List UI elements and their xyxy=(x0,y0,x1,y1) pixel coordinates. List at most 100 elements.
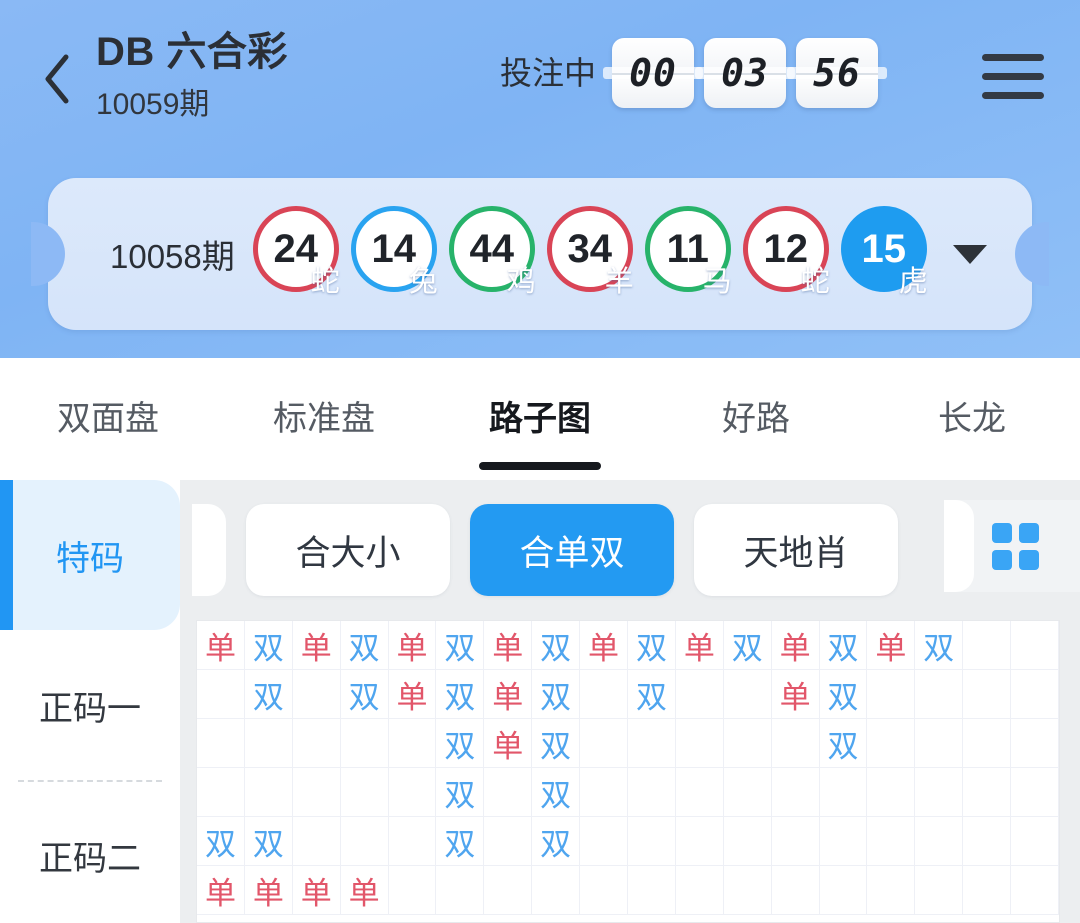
sidebar-item-label: 正码二 xyxy=(39,839,141,878)
road-cell-marked: 双 xyxy=(436,768,485,817)
road-cell-empty xyxy=(1011,621,1059,670)
road-cell-empty xyxy=(963,719,1012,768)
road-cell-empty xyxy=(819,866,868,915)
road-cell-empty xyxy=(244,719,293,768)
grid-cell-1 xyxy=(991,522,1012,543)
ball-zodiac-label: 兔 xyxy=(408,266,438,298)
draw-balls-list: 24 蛇 14 兔 44 鸡 34 羊 11 马 12 蛇 15 虎 xyxy=(252,206,939,302)
road-cell-empty xyxy=(915,768,964,817)
grid-2x2-icon[interactable] xyxy=(991,522,1039,570)
road-cell-empty xyxy=(292,817,341,866)
ball-zodiac-label: 马 xyxy=(702,266,732,298)
countdown-seconds-value: 56 xyxy=(813,51,861,95)
road-cell-empty xyxy=(723,866,772,915)
road-cell-marked: 双 xyxy=(197,817,245,866)
road-cell-empty xyxy=(580,670,628,719)
sidebar-item-label: 特码 xyxy=(56,539,124,578)
road-cell-marked: 双 xyxy=(436,670,485,719)
road-cell-marked: 单 xyxy=(292,866,341,915)
road-cell-empty xyxy=(1011,817,1059,866)
road-cell-marked: 单 xyxy=(340,866,389,915)
road-cell-marked: 单 xyxy=(197,621,245,670)
ball-number: 34 xyxy=(546,206,633,292)
sidebar-item-1[interactable]: 正码一 xyxy=(0,630,180,780)
road-cell-empty xyxy=(1011,719,1059,768)
road-cell-marked: 双 xyxy=(244,670,293,719)
road-cell-empty xyxy=(771,719,820,768)
caret-down-icon[interactable] xyxy=(952,244,987,264)
ball-number: 14 xyxy=(350,206,437,292)
road-cell-marked: 双 xyxy=(723,621,772,670)
road-cell-marked: 单 xyxy=(675,621,724,670)
road-cell-empty xyxy=(580,817,628,866)
hamburger-menu-icon[interactable] xyxy=(974,44,1052,108)
filter-chip-row: 合大小 合单双 天地肖 xyxy=(180,500,1080,600)
sidebar-item-2[interactable]: 正码二 xyxy=(0,780,180,923)
road-cell-empty xyxy=(580,866,628,915)
road-cell-marked: 双 xyxy=(340,670,389,719)
road-cell-empty xyxy=(723,719,772,768)
road-cell-empty xyxy=(867,719,916,768)
filter-chip-2[interactable]: 天地肖 xyxy=(694,504,898,596)
tab-2[interactable]: 路子图 xyxy=(432,358,648,480)
road-cell-marked: 双 xyxy=(244,817,293,866)
countdown-minutes-card: 03 xyxy=(695,38,796,108)
road-cell-marked: 单 xyxy=(484,621,533,670)
road-cell-empty xyxy=(867,670,916,719)
filter-chip-0[interactable]: 合大小 xyxy=(246,504,450,596)
draw-ball: 12 蛇 xyxy=(742,206,841,302)
road-cell-marked: 双 xyxy=(532,719,581,768)
road-cell-marked: 双 xyxy=(628,621,676,670)
road-cell-marked: 双 xyxy=(819,719,868,768)
road-cell-marked: 双 xyxy=(532,817,581,866)
road-cell-empty xyxy=(675,768,724,817)
menu-bar-bottom xyxy=(982,91,1044,99)
road-cell-empty xyxy=(388,768,437,817)
road-cell-empty xyxy=(723,817,772,866)
road-cell-marked: 双 xyxy=(819,670,868,719)
last-draw-result-panel[interactable]: 10058期 24 蛇 14 兔 44 鸡 34 羊 11 马 12 蛇 15 虎 xyxy=(31,178,1049,330)
road-cell-marked: 双 xyxy=(340,621,389,670)
tab-1[interactable]: 标准盘 xyxy=(273,400,375,438)
ball-zodiac-label: 鸡 xyxy=(506,266,536,298)
grid-cell-4 xyxy=(1018,549,1039,570)
road-cell-empty xyxy=(628,866,676,915)
header-top-row: DB 六合彩 10059期 投注中 00 03 56 xyxy=(0,0,1080,160)
draw-ball: 34 羊 xyxy=(546,206,645,302)
road-cell-marked: 双 xyxy=(628,670,676,719)
ball-number: 24 xyxy=(252,206,339,292)
road-cell-empty xyxy=(388,866,437,915)
road-cell-empty xyxy=(867,866,916,915)
road-cell-empty xyxy=(1011,866,1059,915)
road-cell-empty xyxy=(771,866,820,915)
road-cell-empty xyxy=(628,817,676,866)
road-cell-empty xyxy=(388,817,437,866)
road-cell-empty xyxy=(1011,670,1059,719)
draw-ball: 14 兔 xyxy=(350,206,449,302)
road-cell-empty xyxy=(915,719,964,768)
tab-3[interactable]: 好路 xyxy=(722,400,790,438)
sidebar-item-0[interactable]: 特码 xyxy=(0,480,180,630)
road-map-grid: 单双单双单双单双单双单双单双单双双双单双单双双单双双单双双双双双双双双单单单单 xyxy=(196,620,1060,923)
road-cell-marked: 单 xyxy=(771,621,820,670)
tab-4[interactable]: 长龙 xyxy=(938,400,1006,438)
back-button[interactable] xyxy=(40,52,74,106)
draw-ball: 11 马 xyxy=(644,206,743,302)
road-cell-empty xyxy=(484,817,533,866)
road-cell-empty xyxy=(292,719,341,768)
tab-0[interactable]: 双面盘 xyxy=(57,400,159,438)
road-cell-empty xyxy=(915,817,964,866)
countdown-hours-card: 00 xyxy=(603,38,704,108)
road-cell-empty xyxy=(292,670,341,719)
road-cell-marked: 单 xyxy=(388,670,437,719)
ball-number: 15 xyxy=(840,206,927,292)
filter-chip-1[interactable]: 合单双 xyxy=(470,504,674,596)
draw-ball: 15 虎 xyxy=(840,206,939,302)
view-toggle-panel[interactable] xyxy=(944,500,1080,592)
road-cell-marked: 单 xyxy=(484,719,533,768)
road-cell-empty xyxy=(723,768,772,817)
road-cell-marked: 单 xyxy=(197,866,245,915)
countdown-timer: 投注中 00 03 56 xyxy=(500,38,888,108)
road-cell-empty xyxy=(867,817,916,866)
